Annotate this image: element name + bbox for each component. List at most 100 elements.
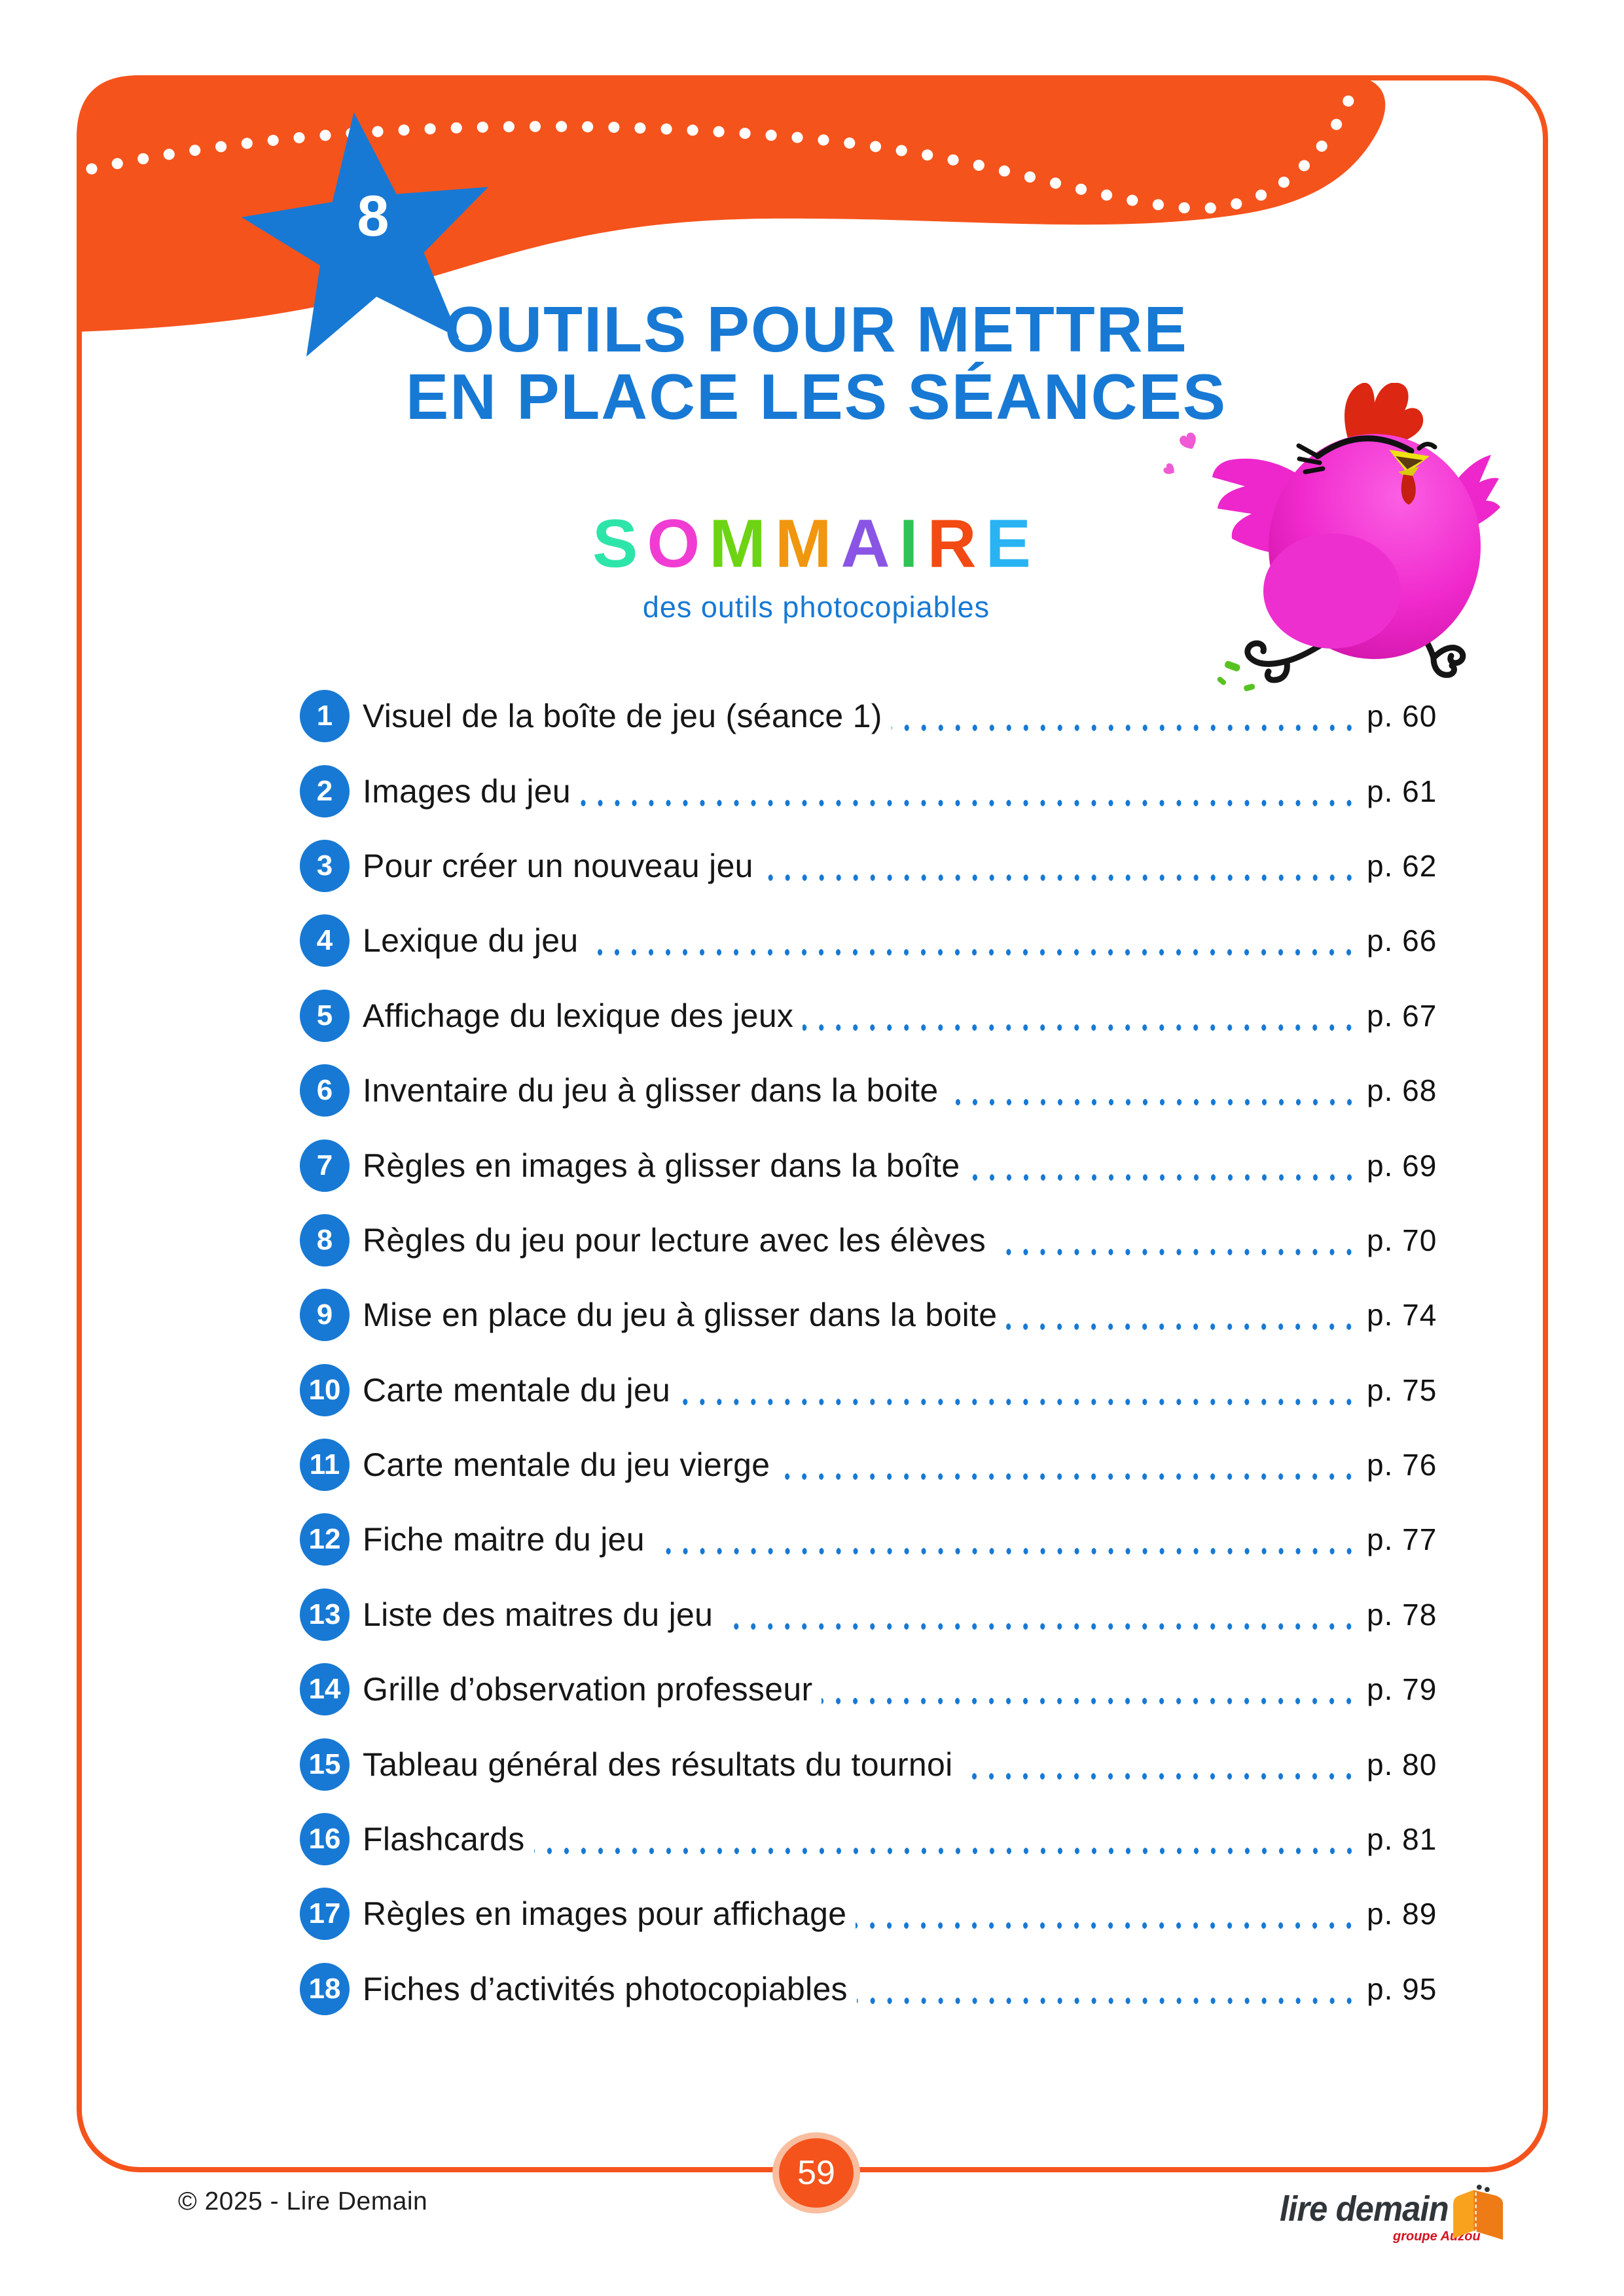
toc-item-page: p. 67 xyxy=(1367,998,1452,1033)
toc-item-number-badge: 4 xyxy=(300,914,350,967)
toc-page-prefix: p. xyxy=(1367,1747,1394,1782)
toc-page-number: 62 xyxy=(1402,848,1437,883)
toc-row: 13 Liste des maitres du jeu p. 78 xyxy=(300,1577,1452,1652)
toc-item-number-badge: 17 xyxy=(300,1888,350,1941)
green-crumbs xyxy=(1217,660,1255,692)
toc-item-label: Affichage du lexique des jeux xyxy=(363,997,794,1034)
toc-item-number-badge: 5 xyxy=(300,989,350,1042)
toc-item-number-badge: 14 xyxy=(300,1663,350,1716)
toc-dotted-leader xyxy=(653,1546,1358,1557)
toc-item-label: Règles en images pour affichage xyxy=(363,1895,847,1933)
toc-page-number: 60 xyxy=(1402,699,1437,734)
page-title: OUTILS POUR METTRE EN PLACE LES SÉANCES xyxy=(391,296,1242,431)
toc-item-label: Pour créer un nouveau jeu xyxy=(363,847,753,884)
toc-item-number-badge: 11 xyxy=(300,1439,350,1492)
toc-row: 7 Règles en images à glisser dans la boît… xyxy=(300,1128,1452,1202)
toc-item-number-badge: 1 xyxy=(300,690,350,743)
sommaire-letter: M xyxy=(709,506,775,582)
toc-page-prefix: p. xyxy=(1367,1822,1394,1857)
sommaire-letter: A xyxy=(840,506,899,582)
sommaire-subtitle: des outils photocopiables xyxy=(642,590,990,624)
sommaire-heading: SOMMAIRE xyxy=(456,505,1176,583)
toc-page-prefix: p. xyxy=(1367,1372,1394,1407)
toc-item-number-badge: 9 xyxy=(300,1289,350,1342)
toc-row: 3 Pour créer un nouveau jeu p. 62 xyxy=(300,829,1452,903)
toc-item-label: Lexique du jeu xyxy=(363,922,579,960)
publisher-logo: lire demain groupe Auzou xyxy=(1273,2179,1548,2278)
toc-page-prefix: p. xyxy=(1367,699,1394,734)
toc-page-number: 70 xyxy=(1402,1223,1437,1257)
toc-dotted-leader xyxy=(533,1846,1358,1857)
toc-item-page: p. 62 xyxy=(1367,848,1452,884)
toc-page-number: 68 xyxy=(1402,1073,1437,1108)
toc-dotted-leader xyxy=(962,1770,1358,1782)
toc-row: 18 Fiches d’activités photocopiables p. 95 xyxy=(300,1952,1452,2026)
toc-page-number: 79 xyxy=(1402,1672,1437,1707)
sommaire-letter: O xyxy=(647,506,710,582)
toc-row: 1 Visuel de la boîte de jeu (séance 1) p. … xyxy=(300,679,1452,753)
toc-item-label: Carte mentale du jeu vierge xyxy=(363,1446,770,1484)
toc-dotted-leader xyxy=(587,947,1358,958)
toc-row: 17 Règles en images pour affichage p. 89 xyxy=(300,1876,1452,1951)
copyright-text: © 2025 - Lire Demain xyxy=(178,2187,428,2215)
toc-item-page: p. 60 xyxy=(1367,698,1452,734)
toc-item-number-badge: 10 xyxy=(300,1363,350,1416)
open-book-icon xyxy=(1453,2184,1504,2240)
toc-item-page: p. 81 xyxy=(1367,1821,1452,1857)
toc-page-prefix: p. xyxy=(1367,998,1394,1033)
toc-page-prefix: p. xyxy=(1367,1897,1394,1931)
toc-item-number-badge: 3 xyxy=(300,839,350,892)
toc-dotted-leader xyxy=(947,1097,1358,1108)
toc-dotted-leader xyxy=(779,1471,1358,1482)
toc-page-prefix: p. xyxy=(1367,1148,1394,1183)
toc-row: 2 Images du jeu p. 61 xyxy=(300,753,1452,828)
toc-item-label: Mise en place du jeu à glisser dans la b… xyxy=(363,1297,998,1334)
toc-dotted-leader xyxy=(722,1621,1358,1632)
sommaire-letter: M xyxy=(774,506,841,582)
toc-item-page: p. 95 xyxy=(1367,1971,1452,2007)
sommaire-letter: S xyxy=(592,506,647,582)
toc-item-page: p. 66 xyxy=(1367,923,1452,958)
toc-page-prefix: p. xyxy=(1367,1597,1394,1632)
toc-row: 10 Carte mentale du jeu p. 75 xyxy=(300,1353,1452,1427)
toc-item-label: Fiches d’activités photocopiables xyxy=(363,1970,848,2007)
toc-item-page: p. 79 xyxy=(1367,1672,1452,1707)
toc-item-label: Flashcards xyxy=(363,1821,525,1858)
toc-item-label: Images du jeu xyxy=(363,772,571,810)
toc-item-number-badge: 16 xyxy=(300,1813,350,1866)
heart-icon xyxy=(1163,433,1196,475)
toc-row: 9 Mise en place du jeu à glisser dans la … xyxy=(300,1278,1452,1352)
toc-dotted-leader xyxy=(762,872,1358,883)
toc-item-number-badge: 18 xyxy=(300,1962,350,2015)
toc-dotted-leader xyxy=(856,1995,1358,2006)
toc-dotted-leader xyxy=(969,1172,1358,1183)
toc-dotted-leader xyxy=(803,1022,1358,1033)
sommaire-letter: I xyxy=(899,506,928,582)
toc-page-prefix: p. xyxy=(1367,1073,1394,1108)
toc-page-number: 80 xyxy=(1402,1747,1437,1782)
toc-item-page: p. 68 xyxy=(1367,1073,1452,1108)
toc-row: 15 Tableau général des résultats du tourn… xyxy=(300,1727,1452,1801)
toc-dotted-leader xyxy=(580,797,1358,808)
toc-item-page: p. 80 xyxy=(1367,1747,1452,1782)
toc-item-page: p. 78 xyxy=(1367,1597,1452,1632)
toc-item-page: p. 76 xyxy=(1367,1447,1452,1482)
toc-page-number: 74 xyxy=(1402,1298,1437,1333)
chapter-number: 8 xyxy=(357,183,389,248)
toc-page-prefix: p. xyxy=(1367,1971,1394,2006)
hen-comb xyxy=(1344,383,1424,442)
toc-item-page: p. 74 xyxy=(1367,1297,1452,1333)
toc-page-prefix: p. xyxy=(1367,924,1394,958)
toc-row: 14 Grille d’observation professeur p. 79 xyxy=(300,1652,1452,1727)
page-number: 59 xyxy=(779,2138,854,2208)
toc-item-label: Tableau général des résultats du tournoi xyxy=(363,1746,953,1783)
toc-row: 4 Lexique du jeu p. 66 xyxy=(300,903,1452,978)
toc-dotted-leader xyxy=(856,1920,1358,1931)
sommaire-list: 1 Visuel de la boîte de jeu (séance 1) p. … xyxy=(300,679,1452,2026)
toc-page-number: 66 xyxy=(1402,924,1437,958)
toc-item-page: p. 70 xyxy=(1367,1223,1452,1258)
toc-item-page: p. 75 xyxy=(1367,1372,1452,1408)
toc-page-prefix: p. xyxy=(1367,1672,1394,1707)
toc-dotted-leader xyxy=(995,1246,1358,1257)
